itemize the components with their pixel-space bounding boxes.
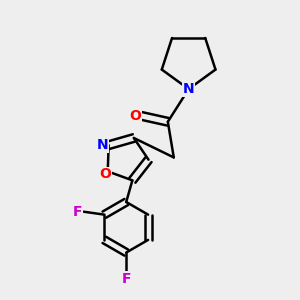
Text: F: F	[73, 205, 82, 219]
Text: N: N	[97, 138, 109, 152]
Text: N: N	[183, 82, 194, 96]
Text: O: O	[99, 167, 111, 182]
Text: O: O	[129, 109, 141, 123]
Text: F: F	[122, 272, 131, 286]
